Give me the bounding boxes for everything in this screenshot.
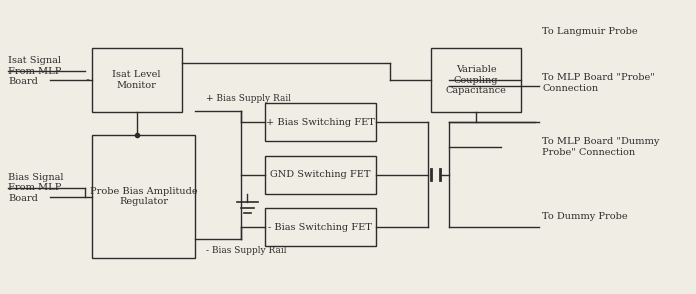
Text: - Bias Switching FET: - Bias Switching FET bbox=[269, 223, 372, 232]
Text: To MLP Board "Dummy
Probe" Connection: To MLP Board "Dummy Probe" Connection bbox=[542, 137, 660, 157]
Text: To Dummy Probe: To Dummy Probe bbox=[542, 212, 628, 221]
Text: Probe Bias Amplitude
Regulator: Probe Bias Amplitude Regulator bbox=[90, 187, 197, 206]
Text: Isat Signal
From MLP
Board: Isat Signal From MLP Board bbox=[8, 56, 62, 86]
Text: To Langmuir Probe: To Langmuir Probe bbox=[542, 27, 638, 36]
FancyBboxPatch shape bbox=[264, 208, 376, 246]
Text: To MLP Board "Probe"
Connection: To MLP Board "Probe" Connection bbox=[542, 73, 655, 93]
Text: - Bias Supply Rail: - Bias Supply Rail bbox=[206, 246, 286, 255]
Text: GND Switching FET: GND Switching FET bbox=[270, 170, 370, 179]
Text: + Bias Switching FET: + Bias Switching FET bbox=[266, 118, 374, 127]
Text: + Bias Supply Rail: + Bias Supply Rail bbox=[206, 94, 291, 103]
FancyBboxPatch shape bbox=[91, 135, 196, 258]
Text: Bias Signal
From MLP
Board: Bias Signal From MLP Board bbox=[8, 173, 64, 203]
FancyBboxPatch shape bbox=[432, 48, 521, 112]
FancyBboxPatch shape bbox=[264, 156, 376, 193]
FancyBboxPatch shape bbox=[264, 103, 376, 141]
FancyBboxPatch shape bbox=[91, 48, 182, 112]
Text: Variable
Coupling
Capacitance: Variable Coupling Capacitance bbox=[446, 65, 507, 95]
Text: Isat Level
Monitor: Isat Level Monitor bbox=[112, 70, 161, 90]
